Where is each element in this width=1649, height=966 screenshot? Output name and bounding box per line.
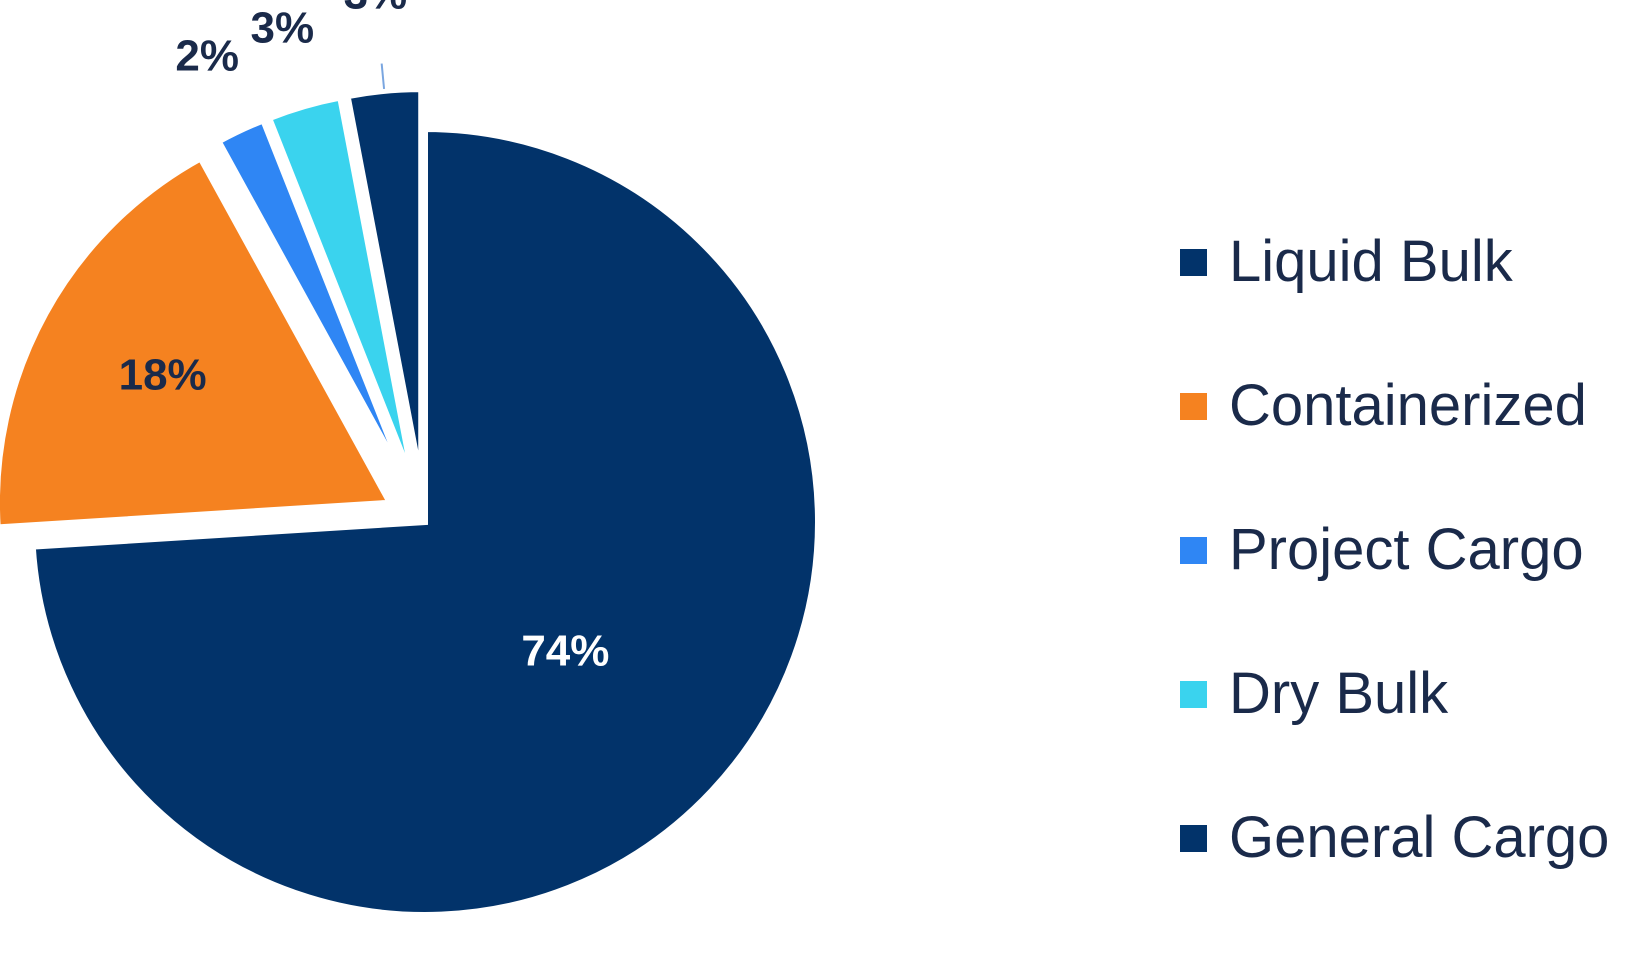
legend-label-general-cargo: General Cargo xyxy=(1229,805,1610,870)
legend-item-project-cargo: Project Cargo xyxy=(1180,478,1640,622)
legend-swatch-liquid-bulk xyxy=(1180,248,1207,276)
legend-label-liquid-bulk: Liquid Bulk xyxy=(1229,229,1513,294)
slice-label-dry-bulk: 3% xyxy=(250,3,314,52)
legend-item-dry-bulk: Dry Bulk xyxy=(1180,622,1640,766)
leader-line-general-cargo xyxy=(380,63,386,90)
slice-label-containerized: 18% xyxy=(119,350,207,399)
legend-item-containerized: Containerized xyxy=(1180,334,1640,478)
slice-label-project-cargo: 2% xyxy=(175,32,239,81)
pie-slice-dry-bulk xyxy=(265,94,417,485)
legend-item-liquid-bulk: Liquid Bulk xyxy=(1180,190,1640,334)
legend-label-dry-bulk: Dry Bulk xyxy=(1229,661,1449,726)
slice-label-general-cargo: 3% xyxy=(344,0,408,19)
pie-slice-project-cargo xyxy=(214,116,411,488)
slice-label-liquid-bulk: 74% xyxy=(521,626,609,675)
pie-slice-liquid-bulk xyxy=(29,125,821,918)
legend-label-containerized: Containerized xyxy=(1229,373,1587,438)
legend-swatch-dry-bulk xyxy=(1180,680,1207,708)
legend-swatch-general-cargo xyxy=(1180,824,1207,852)
legend-item-general-cargo: General Cargo xyxy=(1180,766,1640,910)
legend-label-project-cargo: Project Cargo xyxy=(1229,517,1584,582)
pie-slice-containerized xyxy=(0,154,395,531)
legend-swatch-containerized xyxy=(1180,392,1207,420)
pie-slice-general-cargo xyxy=(344,86,425,483)
legend-swatch-project-cargo xyxy=(1180,536,1207,564)
chart-legend: Liquid Bulk Containerized Project Cargo … xyxy=(1180,190,1640,910)
